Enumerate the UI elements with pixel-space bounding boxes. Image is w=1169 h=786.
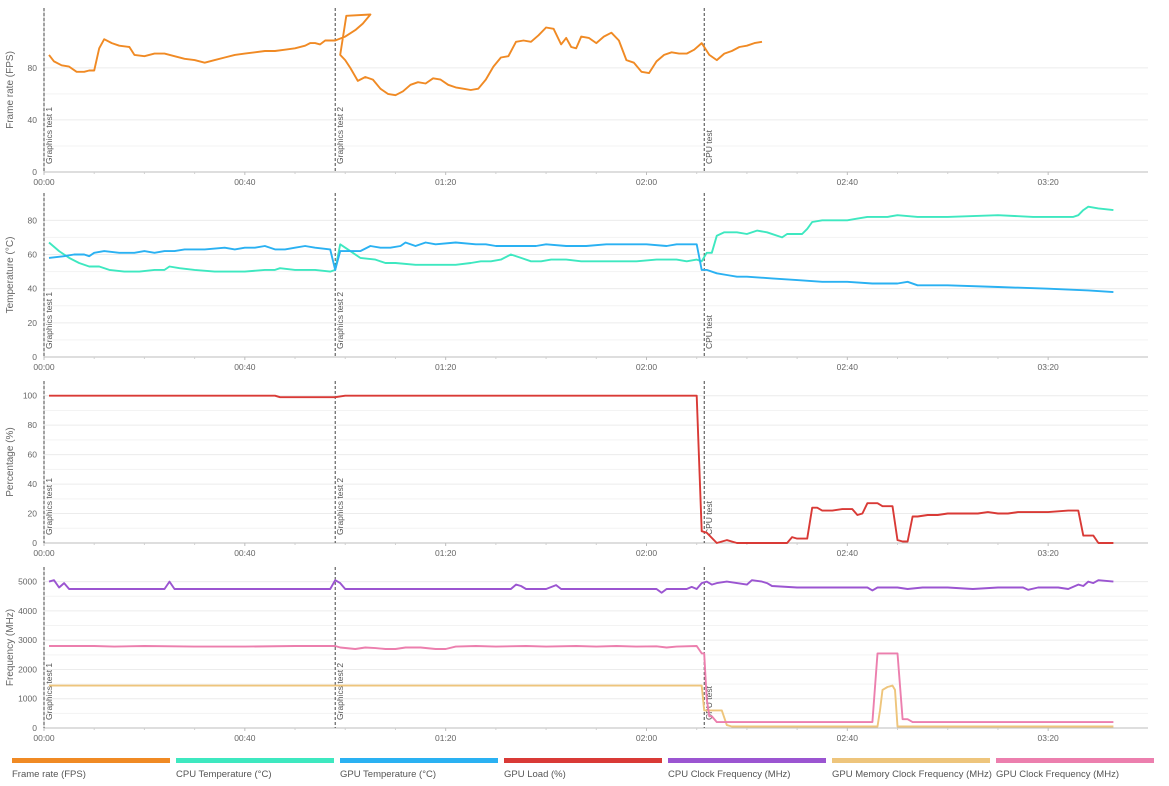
- x-tick-label: 00:40: [234, 548, 256, 558]
- x-tick-label: 02:00: [636, 733, 658, 743]
- x-tick-label: 02:40: [837, 362, 859, 372]
- test-marker-label: Graphics test 2: [335, 478, 345, 535]
- x-tick-label: 02:00: [636, 548, 658, 558]
- legend: Frame rate (FPS) CPU Temperature (°C) GP…: [12, 758, 1162, 784]
- legend-item-gpu-load[interactable]: GPU Load (%): [504, 758, 662, 784]
- series-line-cpu-clock-frequency-mhz: [48, 579, 1114, 594]
- test-marker-label: Graphics test 1: [44, 292, 54, 349]
- y-tick-label: 40: [28, 115, 38, 125]
- test-marker-label: Graphics test 2: [335, 107, 345, 164]
- legend-swatch: [996, 758, 1154, 763]
- legend-swatch: [668, 758, 826, 763]
- y-tick-label: 80: [28, 63, 38, 73]
- x-tick-label: 02:00: [636, 362, 658, 372]
- test-marker-label: CPU test: [704, 129, 714, 164]
- series-line-cpu-temperature-c: [48, 205, 1114, 273]
- y-tick-label: 4000: [18, 606, 37, 616]
- series-line-gpu-load: [49, 394, 1114, 544]
- x-tick-label: 00:00: [33, 177, 55, 187]
- x-tick-label: 03:20: [1038, 548, 1060, 558]
- legend-label: CPU Temperature (°C): [176, 769, 272, 780]
- series-line-gpu-temperature-c: [48, 241, 1114, 294]
- test-marker-label: Graphics test 1: [44, 478, 54, 535]
- x-tick-label: 02:40: [837, 733, 859, 743]
- y-axis-title: Temperature (°C): [5, 237, 16, 314]
- y-tick-label: 20: [28, 509, 38, 519]
- legend-label: GPU Temperature (°C): [340, 769, 437, 780]
- test-marker-label: Graphics test 1: [44, 663, 54, 720]
- x-tick-label: 00:00: [33, 733, 55, 743]
- legend-label: GPU Clock Frequency (MHz): [996, 769, 1119, 780]
- y-tick-label: 1000: [18, 694, 37, 704]
- series-line-frame-rate-fps: [48, 13, 763, 97]
- y-tick-label: 3000: [18, 635, 37, 645]
- y-tick-label: 40: [28, 284, 38, 294]
- x-tick-label: 03:20: [1038, 362, 1060, 372]
- legend-label: Frame rate (FPS): [12, 769, 86, 780]
- test-marker-label: Graphics test 1: [44, 107, 54, 164]
- x-tick-label: 03:20: [1038, 177, 1060, 187]
- legend-item-cpu-temperature[interactable]: CPU Temperature (°C): [176, 758, 334, 784]
- x-tick-label: 02:40: [837, 177, 859, 187]
- y-axis-title: Frequency (MHz): [5, 609, 16, 686]
- x-tick-label: 01:20: [435, 733, 457, 743]
- test-marker-label: CPU test: [704, 500, 714, 535]
- y-tick-label: 5000: [18, 577, 37, 587]
- y-tick-label: 40: [28, 479, 38, 489]
- legend-label: CPU Clock Frequency (MHz): [668, 769, 791, 780]
- y-tick-label: 0: [32, 723, 37, 733]
- x-tick-label: 00:00: [33, 548, 55, 558]
- test-marker-label: Graphics test 2: [335, 292, 345, 349]
- y-axis-title: Percentage (%): [5, 427, 16, 496]
- legend-item-gpu-memory-clock[interactable]: GPU Memory Clock Frequency (MHz): [832, 758, 992, 784]
- y-tick-label: 2000: [18, 664, 37, 674]
- legend-swatch: [340, 758, 498, 763]
- test-marker-label: CPU test: [704, 314, 714, 349]
- x-tick-label: 00:40: [234, 362, 256, 372]
- x-tick-label: 00:00: [33, 362, 55, 372]
- y-tick-label: 0: [32, 167, 37, 177]
- test-marker-label: Graphics test 2: [335, 663, 345, 720]
- x-tick-label: 00:40: [234, 733, 256, 743]
- legend-swatch: [504, 758, 662, 763]
- y-tick-label: 0: [32, 352, 37, 362]
- y-tick-label: 100: [23, 391, 37, 401]
- legend-label: GPU Memory Clock Frequency (MHz): [832, 769, 992, 780]
- legend-item-cpu-clock[interactable]: CPU Clock Frequency (MHz): [668, 758, 826, 784]
- y-tick-label: 20: [28, 318, 38, 328]
- x-tick-label: 01:20: [435, 362, 457, 372]
- x-tick-label: 01:20: [435, 177, 457, 187]
- series-line-gpu-memory-clock-frequency-mhz: [49, 684, 1114, 728]
- x-tick-label: 03:20: [1038, 733, 1060, 743]
- y-tick-label: 80: [28, 420, 38, 430]
- charts-area: 0 40 80 00:00 00:40 01:20 02:00 02:40 03:20 Frame…: [5, 8, 1148, 743]
- series-line-gpu-clock-frequency-mhz: [49, 645, 1114, 724]
- legend-item-frame-rate[interactable]: Frame rate (FPS): [12, 758, 170, 784]
- test-marker-label: CPU test: [704, 685, 714, 720]
- x-tick-label: 00:40: [234, 177, 256, 187]
- legend-item-gpu-clock[interactable]: GPU Clock Frequency (MHz): [996, 758, 1154, 784]
- y-tick-label: 60: [28, 250, 38, 260]
- legend-swatch: [176, 758, 334, 763]
- y-tick-label: 80: [28, 215, 38, 225]
- y-tick-label: 60: [28, 450, 38, 460]
- y-axis-title: Frame rate (FPS): [5, 51, 16, 129]
- legend-swatch: [832, 758, 990, 763]
- legend-label: GPU Load (%): [504, 769, 566, 780]
- legend-item-gpu-temperature[interactable]: GPU Temperature (°C): [340, 758, 498, 784]
- x-tick-label: 02:40: [837, 548, 859, 558]
- x-tick-label: 02:00: [636, 177, 658, 187]
- x-tick-label: 01:20: [435, 548, 457, 558]
- y-tick-label: 0: [32, 538, 37, 548]
- legend-swatch: [12, 758, 170, 763]
